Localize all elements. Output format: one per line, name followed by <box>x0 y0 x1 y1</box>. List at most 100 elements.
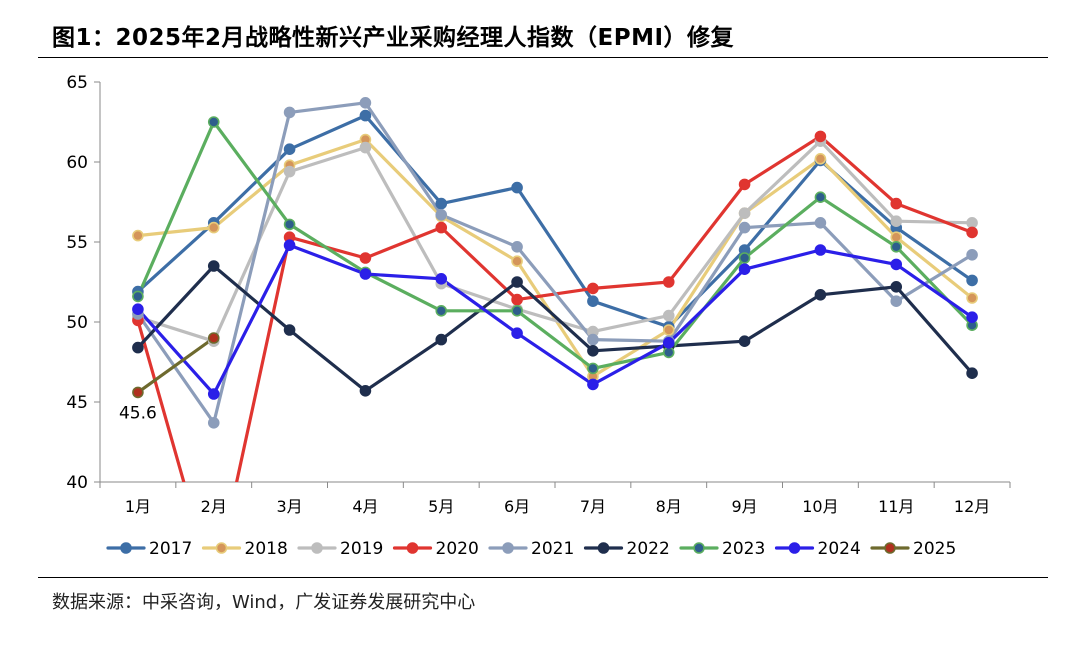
data-point-2019 <box>890 215 903 227</box>
data-point-2021 <box>890 295 903 308</box>
data-point-2023 <box>587 362 599 375</box>
x-tick-label: 9月 <box>731 497 757 516</box>
x-tick-label: 1月 <box>125 497 151 516</box>
legend-swatch-marker <box>788 542 801 554</box>
legend-swatch-marker <box>597 542 610 554</box>
data-point-2023 <box>283 218 296 231</box>
data-point-2023 <box>207 116 220 128</box>
data-point-2017 <box>966 274 978 287</box>
x-tick-label: 8月 <box>656 497 682 516</box>
data-point-2018 <box>207 221 220 234</box>
chart-legend: 2017 2018 2019 2020 2021 2022 2023 2024 2025 <box>106 539 956 559</box>
x-tick-label: 12月 <box>954 497 990 516</box>
x-tick-label: 2月 <box>201 497 227 516</box>
legend-label: 2017 <box>149 539 192 559</box>
data-label: 45.6 <box>119 403 157 423</box>
data-point-2024 <box>966 311 978 324</box>
chart-axes: 40 45 50 55 60 65 1月 2月 3月 4月 5月 6月 7月 8月 9月 10月 11月 12月 <box>66 73 1011 516</box>
data-point-2025 <box>207 332 220 344</box>
data-point-2020 <box>738 178 751 191</box>
legend-swatch-marker <box>215 542 228 554</box>
data-point-2021 <box>738 221 751 234</box>
legend-swatch-marker <box>311 542 323 554</box>
series-line-2025 <box>136 336 216 394</box>
data-point-2023 <box>814 191 827 203</box>
y-tick-label: 55 <box>66 233 88 253</box>
data-point-2018 <box>966 292 978 304</box>
data-point-2024 <box>207 388 220 400</box>
data-point-2021 <box>966 249 978 261</box>
data-point-2019 <box>966 217 978 229</box>
data-point-2020 <box>662 276 675 288</box>
data-point-2024 <box>814 244 827 256</box>
data-point-2021 <box>207 416 220 429</box>
x-tick-label: 11月 <box>878 497 914 516</box>
series-markers <box>132 97 978 429</box>
series-line-2022 <box>136 264 974 393</box>
data-point-2020 <box>814 130 827 143</box>
data-point-2021 <box>511 241 523 253</box>
data-point-2023 <box>435 304 448 317</box>
data-point-2024 <box>359 268 372 280</box>
x-tick-label: 5月 <box>428 497 454 516</box>
data-point-2022 <box>207 260 220 272</box>
data-point-2019 <box>283 165 296 178</box>
figure-title: 图1：2025年2月战略性新兴产业采购经理人指数（EPMI）修复 <box>52 25 735 51</box>
data-point-2018 <box>511 255 523 268</box>
x-tick-label: 3月 <box>276 497 302 516</box>
legend-label: 2021 <box>531 539 574 559</box>
legend-label: 2024 <box>818 539 861 559</box>
data-point-2020 <box>359 252 372 264</box>
data-point-2019 <box>738 207 751 219</box>
data-point-2024 <box>132 303 144 316</box>
legend-swatch-marker <box>406 542 419 554</box>
x-tick-label: 10月 <box>802 497 838 516</box>
data-point-2022 <box>511 276 523 288</box>
data-point-2021 <box>283 106 296 119</box>
data-point-2017 <box>511 181 523 194</box>
legend-label: 2020 <box>436 539 479 559</box>
series-line-2020 <box>136 134 974 482</box>
data-point-2020 <box>890 197 903 210</box>
data-point-2022 <box>587 344 599 357</box>
data-point-2022 <box>814 288 827 301</box>
legend-label: 2019 <box>340 539 383 559</box>
data-point-2019 <box>359 141 372 154</box>
data-point-2020 <box>435 221 448 234</box>
data-point-2018 <box>132 229 144 242</box>
data-point-2020 <box>511 293 523 306</box>
data-point-2024 <box>738 263 751 276</box>
data-point-2024 <box>662 336 675 349</box>
series-line-2024 <box>136 243 974 396</box>
data-point-2025 <box>132 386 144 399</box>
data-point-2021 <box>587 333 599 346</box>
data-point-2022 <box>435 333 448 346</box>
data-point-2022 <box>359 384 372 397</box>
legend-label: 2023 <box>722 539 765 559</box>
legend-swatch-marker <box>884 542 896 554</box>
data-point-2018 <box>662 324 675 336</box>
data-point-2018 <box>890 231 903 243</box>
data-point-2024 <box>435 272 448 285</box>
data-point-2022 <box>132 341 144 354</box>
data-point-2022 <box>966 367 978 380</box>
y-tick-label: 45 <box>66 393 88 413</box>
data-point-2017 <box>359 109 372 122</box>
data-point-2022 <box>283 324 296 336</box>
legend-swatch-marker <box>120 542 132 554</box>
series-line-2023 <box>136 120 974 370</box>
y-tick-label: 65 <box>66 73 88 93</box>
series-line-2021 <box>136 101 974 425</box>
x-tick-label: 7月 <box>580 497 606 516</box>
data-point-2017 <box>587 295 599 308</box>
series-lines <box>136 101 974 482</box>
legend-label: 2025 <box>913 539 956 559</box>
data-point-2023 <box>662 346 675 359</box>
data-point-2018 <box>814 153 827 165</box>
data-source-note: 数据来源：中采咨询，Wind，广发证券发展研究中心 <box>52 592 476 613</box>
x-tick-label: 6月 <box>504 497 530 516</box>
data-point-2023 <box>738 252 751 264</box>
data-point-2017 <box>435 197 448 210</box>
data-point-2021 <box>435 209 448 221</box>
